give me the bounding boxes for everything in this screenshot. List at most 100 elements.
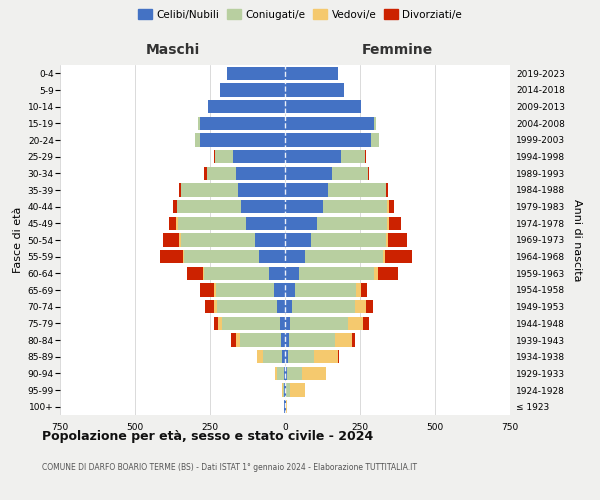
Bar (238, 184, 285, 196)
Bar (365, 150, 366, 164)
Bar (283, 384, 284, 396)
Bar (332, 166, 368, 180)
Bar (386, 184, 388, 196)
Bar (176, 200, 241, 213)
Legend: Celibi/Nubili, Coniugati/e, Vedovi/e, Divorziati/e: Celibi/Nubili, Coniugati/e, Vedovi/e, Di… (134, 5, 466, 24)
Bar (179, 234, 181, 246)
Bar (285, 200, 323, 213)
Bar (295, 284, 356, 296)
Bar (299, 266, 374, 280)
Bar (374, 266, 378, 280)
Bar (199, 134, 285, 146)
Bar (285, 116, 374, 130)
Bar (314, 350, 338, 364)
Bar (378, 266, 398, 280)
Bar (285, 84, 344, 96)
Bar (366, 300, 373, 314)
Bar (348, 316, 364, 330)
Bar (246, 216, 285, 230)
Bar (233, 150, 285, 164)
Bar (328, 184, 386, 196)
Bar (218, 316, 222, 330)
Bar (285, 350, 288, 364)
Bar (205, 300, 214, 314)
Bar (285, 216, 317, 230)
Bar (371, 134, 379, 146)
Bar (338, 350, 339, 364)
Bar (227, 66, 285, 80)
Bar (169, 216, 176, 230)
Text: Popolazione per età, sesso e stato civile - 2024: Popolazione per età, sesso e stato civil… (42, 430, 373, 443)
Bar (335, 334, 352, 346)
Bar (281, 334, 285, 346)
Bar (341, 150, 365, 164)
Bar (352, 334, 355, 346)
Bar (204, 266, 269, 280)
Bar (389, 216, 401, 230)
Bar (255, 234, 285, 246)
Bar (302, 366, 326, 380)
Bar (285, 316, 290, 330)
Bar (206, 166, 236, 180)
Bar (222, 316, 280, 330)
Bar (196, 134, 199, 146)
Text: Maschi: Maschi (145, 44, 200, 58)
Bar (285, 66, 338, 80)
Bar (286, 384, 290, 396)
Bar (323, 200, 388, 213)
Bar (389, 200, 394, 213)
Bar (217, 300, 277, 314)
Bar (292, 300, 355, 314)
Bar (285, 300, 292, 314)
Bar (285, 366, 287, 380)
Bar (236, 166, 285, 180)
Bar (285, 334, 289, 346)
Bar (311, 234, 386, 246)
Bar (178, 216, 246, 230)
Bar (203, 266, 204, 280)
Bar (214, 284, 216, 296)
Bar (274, 284, 285, 296)
Bar (183, 250, 184, 264)
Bar (355, 300, 366, 314)
Bar (388, 234, 407, 246)
Bar (374, 116, 376, 130)
Bar (284, 366, 285, 380)
Bar (181, 234, 255, 246)
Bar (231, 334, 236, 346)
Bar (198, 116, 199, 130)
Bar (282, 384, 283, 396)
Bar (290, 316, 348, 330)
Y-axis label: Anni di nascita: Anni di nascita (572, 198, 583, 281)
Bar (385, 250, 412, 264)
Bar (214, 150, 215, 164)
Bar (284, 400, 285, 413)
Bar (285, 250, 305, 264)
Bar (269, 266, 285, 280)
Bar (215, 150, 233, 164)
Bar (285, 284, 295, 296)
Bar (181, 184, 238, 196)
Bar (288, 350, 314, 364)
Bar (208, 100, 285, 114)
Bar (286, 400, 287, 413)
Text: Femmine: Femmine (362, 44, 433, 58)
Bar (284, 384, 285, 396)
Bar (285, 266, 299, 280)
Bar (285, 134, 371, 146)
Bar (361, 284, 367, 296)
Bar (289, 334, 335, 346)
Bar (285, 384, 286, 396)
Bar (187, 266, 203, 280)
Bar (200, 284, 214, 296)
Bar (280, 316, 285, 330)
Bar (285, 150, 341, 164)
Bar (214, 316, 218, 330)
Bar (287, 366, 302, 380)
Bar (368, 166, 369, 180)
Bar (282, 350, 285, 364)
Bar (285, 166, 332, 180)
Bar (388, 200, 389, 213)
Bar (236, 334, 240, 346)
Bar (176, 216, 178, 230)
